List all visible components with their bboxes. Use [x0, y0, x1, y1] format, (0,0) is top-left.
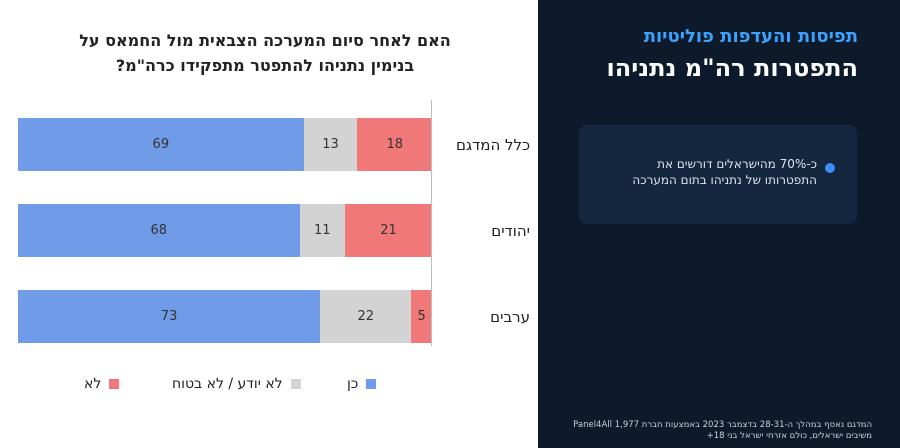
bar-row-jews: 68 11 21 [18, 204, 432, 257]
legend-item-no: לא [84, 376, 120, 392]
legend-item-unsure: לא יודע / לא בטוח [172, 376, 301, 392]
bar-row-arabs: 73 22 5 [18, 290, 432, 343]
legend-swatch-no [109, 379, 120, 389]
bar-no-total: 18 [357, 118, 432, 171]
bullet-icon [825, 163, 835, 173]
panel-title: התפטרות רה"מ נתניהו [606, 54, 858, 82]
legend-swatch-yes [366, 379, 377, 389]
value-no-total: 18 [386, 137, 403, 152]
bar-unsure-arabs: 22 [320, 290, 412, 343]
value-unsure-arabs: 22 [357, 309, 375, 324]
legend-label-no: לא [84, 376, 102, 392]
bar-no-arabs: 5 [411, 290, 432, 343]
chart-panel: האם לאחר סיום המערכה הצבאית מול החמאס על… [18, 31, 530, 392]
side-panel: תפיסות והעדפות פוליטיות התפטרות רה"מ נתנ… [538, 0, 900, 448]
bar-yes-arabs: 73 [18, 290, 321, 343]
category-label-jews: יהודים [491, 222, 530, 240]
bar-yes-total: 69 [18, 118, 304, 171]
survey-footnote: המדגם נאסף במהלך ה-28-31 בדצמבר 2023 באמ… [573, 420, 872, 441]
value-yes-jews: 68 [150, 223, 168, 238]
legend-swatch-unsure [290, 379, 301, 389]
category-label-arabs: ערבים [490, 308, 530, 326]
bar-no-jews: 21 [345, 204, 432, 257]
highlight-text: כ-70% מהישראלים דורשים את התפטרותו של נת… [632, 157, 817, 187]
bar-unsure-total: 13 [303, 118, 358, 171]
legend-item-yes: כן [347, 376, 377, 392]
legend-label-yes: כן [347, 376, 359, 392]
value-no-jews: 21 [380, 223, 397, 238]
bar-row-total: 69 13 18 [18, 118, 432, 171]
category-label-total: כלל המדגם [455, 136, 530, 154]
value-yes-arabs: 73 [160, 309, 178, 324]
bar-unsure-jews: 11 [299, 204, 346, 257]
axis-divider [431, 100, 432, 346]
value-unsure-jews: 11 [314, 223, 331, 238]
legend-label-unsure: לא יודע / לא בטוח [172, 376, 283, 392]
panel-subtitle: תפיסות והעדפות פוליטיות [643, 26, 858, 47]
highlight-card: כ-70% מהישראלים דורשים את התפטרותו של נת… [579, 125, 857, 224]
value-yes-total: 69 [152, 137, 170, 152]
value-unsure-total: 13 [322, 137, 339, 152]
value-no-arabs: 5 [417, 309, 426, 324]
chart-question: האם לאחר סיום המערכה הצבאית מול החמאס על… [79, 31, 451, 75]
bar-yes-jews: 68 [18, 204, 300, 257]
